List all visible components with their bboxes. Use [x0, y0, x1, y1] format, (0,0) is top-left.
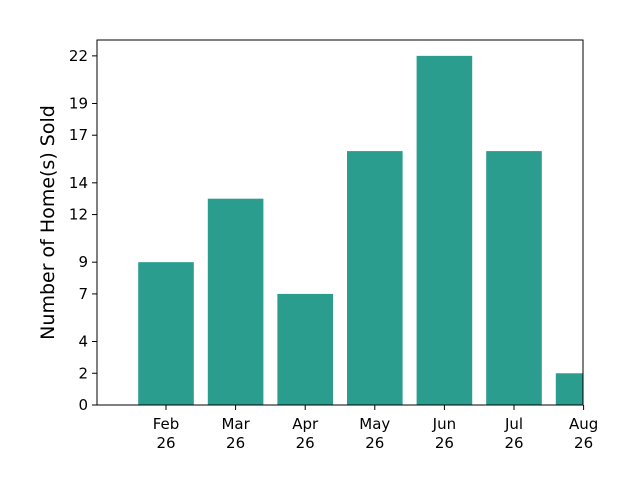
x-tick-label-year: 26 — [574, 434, 593, 452]
y-tick-label: 0 — [78, 396, 88, 414]
x-tick-label-month: May — [359, 415, 390, 433]
x-tick-label-month: Aug — [569, 415, 598, 433]
y-tick-label: 17 — [69, 126, 88, 144]
y-tick-label: 2 — [78, 364, 88, 382]
y-tick-label: 19 — [69, 94, 88, 112]
bar-mar-26 — [207, 198, 264, 405]
y-tick-label: 9 — [78, 253, 88, 271]
x-tick-label-year: 26 — [435, 434, 454, 452]
x-tick-label-month: Mar — [221, 415, 250, 433]
bars-group — [138, 55, 583, 405]
x-tick-label-year: 26 — [504, 434, 523, 452]
x-tick-label-year: 26 — [365, 434, 384, 452]
x-tick-label-month: Feb — [153, 415, 180, 433]
x-tick-label-month: Apr — [292, 415, 319, 433]
y-axis-ticks: 0 2 4 7 9 12 14 17 19 22 — [69, 47, 97, 414]
y-axis-label: Number of Home(s) Sold — [37, 105, 59, 340]
bar-feb-26 — [138, 262, 194, 405]
y-tick-label: 14 — [69, 174, 88, 192]
y-tick-label: 4 — [78, 333, 88, 351]
y-tick-label: 7 — [78, 285, 88, 303]
bar-apr-26 — [277, 293, 333, 405]
x-tick-label-year: 26 — [156, 434, 175, 452]
y-tick-label: 22 — [69, 47, 88, 65]
x-tick-label-month: Jul — [504, 415, 523, 433]
bar-jun-26 — [416, 55, 473, 405]
x-tick-label-month: Jun — [432, 415, 456, 433]
y-tick-label: 12 — [69, 206, 88, 224]
plot-frame — [96, 39, 584, 406]
bar-jul-26 — [486, 151, 542, 405]
x-tick-label-year: 26 — [296, 434, 315, 452]
bar-aug-26 — [555, 373, 583, 405]
x-tick-label-year: 26 — [226, 434, 245, 452]
bar-may-26 — [347, 151, 403, 405]
